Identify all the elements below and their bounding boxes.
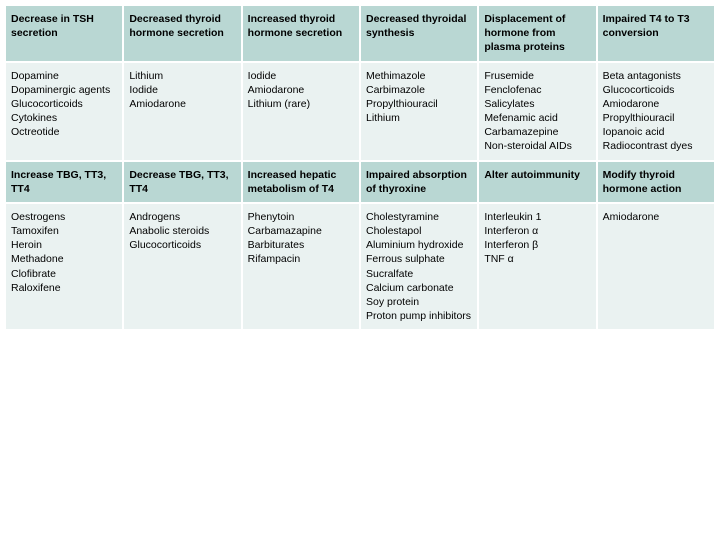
list-item: Phenytoin — [248, 210, 354, 224]
list-item: Methimazole — [366, 69, 472, 83]
list-item: Octreotide — [11, 125, 117, 139]
list-item: Iodide — [129, 83, 235, 97]
body-cell: AndrogensAnabolic steroidsGlucocorticoid… — [124, 204, 240, 329]
list-item: Frusemide — [484, 69, 590, 83]
list-item: Dopamine — [11, 69, 117, 83]
header-text: Impaired absorption of thyroxine — [366, 168, 472, 196]
table-row: OestrogensTamoxifenHeroinMethadoneClofib… — [6, 204, 714, 329]
list-item: Sucralfate — [366, 267, 472, 281]
list-item: Radiocontrast dyes — [603, 139, 709, 153]
list-item: Ferrous sulphate — [366, 252, 472, 266]
header-text: Impaired T4 to T3 conversion — [603, 12, 709, 40]
body-cell: OestrogensTamoxifenHeroinMethadoneClofib… — [6, 204, 122, 329]
list-item: Tamoxifen — [11, 224, 117, 238]
list-item: Interferon α — [484, 224, 590, 238]
header-text: Decrease in TSH secretion — [11, 12, 117, 40]
list-item: Cholestapol — [366, 224, 472, 238]
list-item: Glucocorticoids — [603, 83, 709, 97]
body-cell: LithiumIodideAmiodarone — [124, 63, 240, 160]
header-text: Modify thyroid hormone action — [603, 168, 709, 196]
body-cell: IodideAmiodaroneLithium (rare) — [243, 63, 359, 160]
header-cell: Increased thyroid hormone secretion — [243, 6, 359, 61]
list-item: Carbimazole — [366, 83, 472, 97]
list-item: Fenclofenac — [484, 83, 590, 97]
body-cell: Interleukin 1Interferon αInterferon βTNF… — [479, 204, 595, 329]
list-item: Barbiturates — [248, 238, 354, 252]
header-cell: Impaired T4 to T3 conversion — [598, 6, 714, 61]
header-cell: Increase TBG, TT3, TT4 — [6, 162, 122, 202]
header-text: Increase TBG, TT3, TT4 — [11, 168, 117, 196]
list-item: Raloxifene — [11, 281, 117, 295]
list-item: Interleukin 1 — [484, 210, 590, 224]
list-item: Iopanoic acid — [603, 125, 709, 139]
list-item: Amiodarone — [603, 97, 709, 111]
list-item: Carbamazepine — [484, 125, 590, 139]
list-item: Calcium carbonate — [366, 281, 472, 295]
list-item: TNF α — [484, 252, 590, 266]
header-text: Decrease TBG, TT3, TT4 — [129, 168, 235, 196]
list-item: Salicylates — [484, 97, 590, 111]
list-item: Glucocorticoids — [11, 97, 117, 111]
list-item: Iodide — [248, 69, 354, 83]
header-cell: Decreased thyroidal synthesis — [361, 6, 477, 61]
list-item: Clofibrate — [11, 267, 117, 281]
table-row: DopamineDopaminergic agentsGlucocorticoi… — [6, 63, 714, 160]
header-cell: Decrease TBG, TT3, TT4 — [124, 162, 240, 202]
body-cell: DopamineDopaminergic agentsGlucocorticoi… — [6, 63, 122, 160]
list-item: Propylthiouracil — [603, 111, 709, 125]
list-item: Rifampacin — [248, 252, 354, 266]
list-item: Proton pump inhibitors — [366, 309, 472, 323]
header-text: Increased thyroid hormone secretion — [248, 12, 354, 40]
list-item: Amiodarone — [603, 210, 709, 224]
list-item: Amiodarone — [129, 97, 235, 111]
list-item: Propylthiouracil — [366, 97, 472, 111]
list-item: Beta antagonists — [603, 69, 709, 83]
list-item: Lithium — [129, 69, 235, 83]
header-cell: Displacement of hormone from plasma prot… — [479, 6, 595, 61]
table-row: Increase TBG, TT3, TT4 Decrease TBG, TT3,… — [6, 162, 714, 202]
list-item: Mefenamic acid — [484, 111, 590, 125]
body-cell: Beta antagonistsGlucocorticoidsAmiodaron… — [598, 63, 714, 160]
list-item: Interferon β — [484, 238, 590, 252]
list-item: Methadone — [11, 252, 117, 266]
list-item: Androgens — [129, 210, 235, 224]
list-item: Amiodarone — [248, 83, 354, 97]
list-item: Soy protein — [366, 295, 472, 309]
header-cell: Decrease in TSH secretion — [6, 6, 122, 61]
header-text: Decreased thyroid hormone secretion — [129, 12, 235, 40]
list-item: Cholestyramine — [366, 210, 472, 224]
body-cell: PhenytoinCarbamazapineBarbituratesRifamp… — [243, 204, 359, 329]
header-text: Alter autoimmunity — [484, 168, 590, 182]
header-cell: Impaired absorption of thyroxine — [361, 162, 477, 202]
list-item: Non-steroidal AIDs — [484, 139, 590, 153]
list-item: Cytokines — [11, 111, 117, 125]
header-text: Decreased thyroidal synthesis — [366, 12, 472, 40]
list-item: Lithium (rare) — [248, 97, 354, 111]
body-cell: Amiodarone — [598, 204, 714, 329]
header-cell: Increased hepatic metabolism of T4 — [243, 162, 359, 202]
body-cell: FrusemideFenclofenacSalicylatesMefenamic… — [479, 63, 595, 160]
list-item: Carbamazapine — [248, 224, 354, 238]
list-item: Heroin — [11, 238, 117, 252]
header-cell: Decreased thyroid hormone secretion — [124, 6, 240, 61]
body-cell: CholestyramineCholestapolAluminium hydro… — [361, 204, 477, 329]
list-item: Glucocorticoids — [129, 238, 235, 252]
table-row: Decrease in TSH secretion Decreased thyro… — [6, 6, 714, 61]
header-cell: Modify thyroid hormone action — [598, 162, 714, 202]
header-text: Displacement of hormone from plasma prot… — [484, 12, 590, 55]
header-text: Increased hepatic metabolism of T4 — [248, 168, 354, 196]
header-cell: Alter autoimmunity — [479, 162, 595, 202]
thyroid-drug-effects-table: Decrease in TSH secretion Decreased thyro… — [4, 4, 716, 331]
list-item: Lithium — [366, 111, 472, 125]
body-cell: MethimazoleCarbimazolePropylthiouracilLi… — [361, 63, 477, 160]
list-item: Aluminium hydroxide — [366, 238, 472, 252]
list-item: Oestrogens — [11, 210, 117, 224]
list-item: Anabolic steroids — [129, 224, 235, 238]
list-item: Dopaminergic agents — [11, 83, 117, 97]
